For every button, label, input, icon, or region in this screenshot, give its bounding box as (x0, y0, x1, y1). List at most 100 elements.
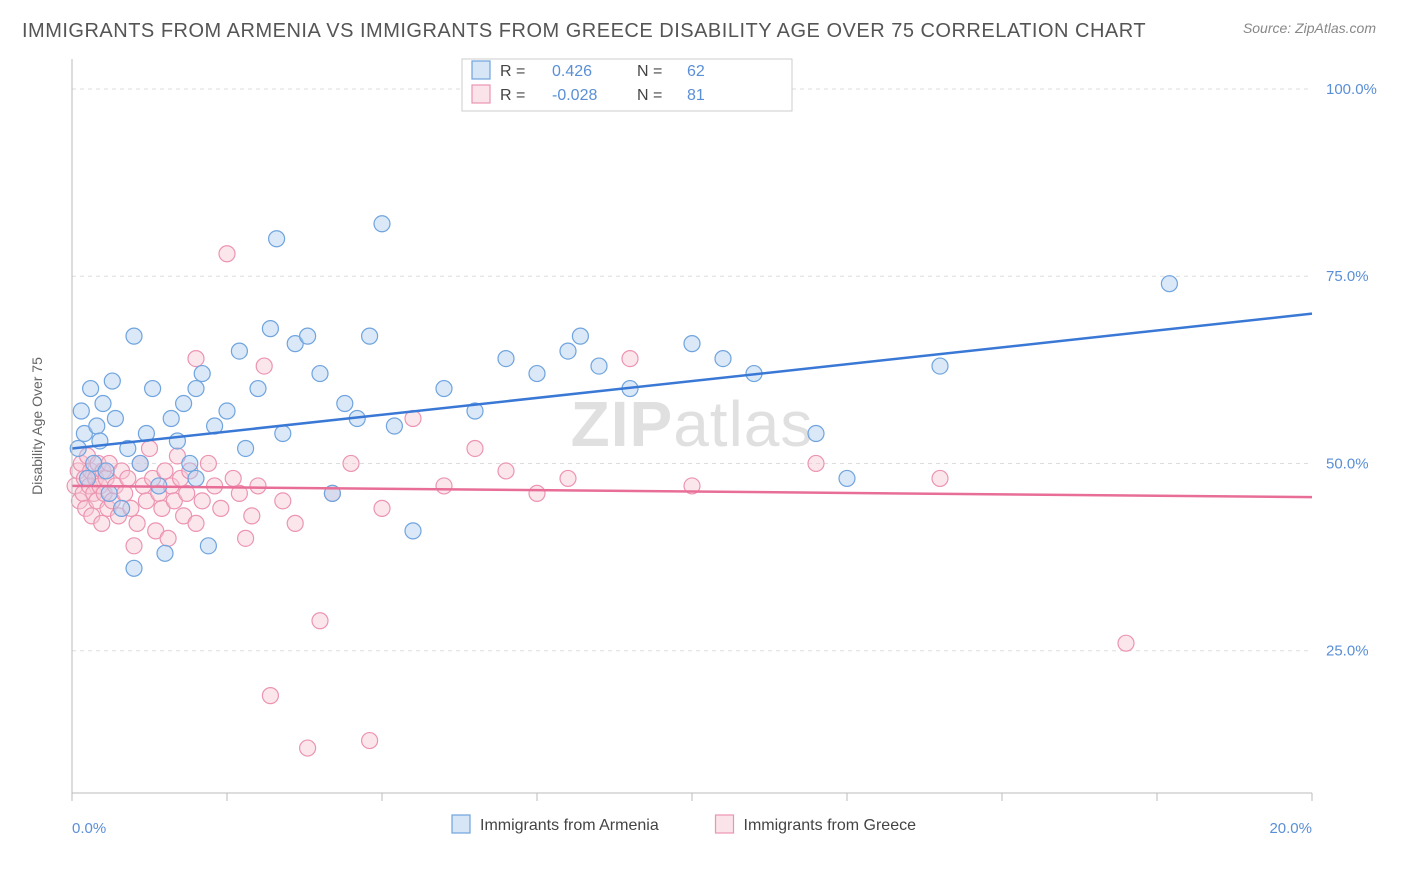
data-point (157, 463, 173, 479)
data-point (932, 470, 948, 486)
data-point (238, 530, 254, 546)
data-point (839, 470, 855, 486)
data-point (529, 485, 545, 501)
scatter-chart-svg: 25.0% 50.0% 75.0% 100.0% ZIPatlas 0.0% 20.0% Di… (22, 53, 1382, 843)
legend-swatch (472, 61, 490, 79)
legend-swatch (472, 85, 490, 103)
data-point (219, 403, 235, 419)
data-point (312, 613, 328, 629)
x-max-label: 20.0% (1269, 820, 1312, 837)
data-point (386, 418, 402, 434)
data-point (126, 328, 142, 344)
data-point (157, 545, 173, 561)
data-point (132, 455, 148, 471)
y-tick-label: 25.0% (1326, 643, 1369, 660)
data-point (95, 396, 111, 412)
data-point (374, 216, 390, 232)
legend-n-value: 81 (687, 87, 705, 104)
data-point (262, 321, 278, 337)
data-point (287, 515, 303, 531)
legend-r-label: R = (500, 63, 525, 80)
y-tick-label: 75.0% (1326, 268, 1369, 285)
legend-r-value: -0.028 (552, 87, 597, 104)
legend-n-label: N = (637, 63, 662, 80)
data-point (312, 366, 328, 382)
data-point (142, 440, 158, 456)
data-point (498, 463, 514, 479)
data-point (808, 455, 824, 471)
data-point (194, 366, 210, 382)
data-point (194, 493, 210, 509)
correlation-legend: R = 0.426 N = 62 R = -0.028 N = 81 (462, 59, 792, 111)
y-axis-label: Disability Age Over 75 (29, 357, 45, 495)
data-point (436, 478, 452, 494)
data-point (114, 500, 130, 516)
data-point (213, 500, 229, 516)
data-point (250, 381, 266, 397)
watermark: ZIPatlas (571, 388, 814, 460)
data-point (225, 470, 241, 486)
data-point (436, 381, 452, 397)
data-point (231, 343, 247, 359)
data-point (188, 351, 204, 367)
data-point (467, 440, 483, 456)
data-point (1161, 276, 1177, 292)
data-point (200, 455, 216, 471)
data-point (337, 396, 353, 412)
data-point (188, 470, 204, 486)
data-point (262, 688, 278, 704)
data-point (117, 485, 133, 501)
data-point (808, 425, 824, 441)
data-point (362, 328, 378, 344)
data-point (80, 470, 96, 486)
data-point (572, 328, 588, 344)
x-min-label: 0.0% (72, 820, 106, 837)
data-point (1118, 635, 1134, 651)
legend-n-label: N = (637, 87, 662, 104)
y-tick-label: 100.0% (1326, 81, 1377, 98)
data-point (129, 515, 145, 531)
data-point (94, 515, 110, 531)
data-point (182, 455, 198, 471)
chart-title: IMMIGRANTS FROM ARMENIA VS IMMIGRANTS FR… (22, 20, 1146, 43)
data-point (145, 381, 161, 397)
data-point (560, 343, 576, 359)
legend-series-label: Immigrants from Armenia (480, 817, 659, 834)
data-point (256, 358, 272, 374)
legend-n-value: 62 (687, 63, 705, 80)
data-point (188, 515, 204, 531)
y-tick-label: 50.0% (1326, 455, 1369, 472)
legend-r-value: 0.426 (552, 63, 592, 80)
data-point (622, 351, 638, 367)
data-point (176, 396, 192, 412)
data-point (715, 351, 731, 367)
data-point (107, 411, 123, 427)
legend-swatch (452, 815, 470, 833)
data-point (529, 366, 545, 382)
data-point (250, 478, 266, 494)
data-point (163, 411, 179, 427)
data-point (343, 455, 359, 471)
data-point (120, 470, 136, 486)
data-point (405, 523, 421, 539)
legend-series-label: Immigrants from Greece (744, 817, 917, 834)
chart-header: IMMIGRANTS FROM ARMENIA VS IMMIGRANTS FR… (0, 0, 1406, 53)
chart-source: Source: ZipAtlas.com (1243, 20, 1376, 36)
data-point (300, 740, 316, 756)
data-point (300, 328, 316, 344)
data-point (374, 500, 390, 516)
data-point (362, 733, 378, 749)
data-point (275, 493, 291, 509)
data-point (932, 358, 948, 374)
data-point (160, 530, 176, 546)
data-point (498, 351, 514, 367)
data-point (89, 418, 105, 434)
data-point (126, 538, 142, 554)
data-point (238, 440, 254, 456)
data-point (269, 231, 285, 247)
legend-r-label: R = (500, 87, 525, 104)
chart-area: 25.0% 50.0% 75.0% 100.0% ZIPatlas 0.0% 20.0% Di… (22, 53, 1382, 843)
data-point (104, 373, 120, 389)
data-point (244, 508, 260, 524)
data-point (560, 470, 576, 486)
